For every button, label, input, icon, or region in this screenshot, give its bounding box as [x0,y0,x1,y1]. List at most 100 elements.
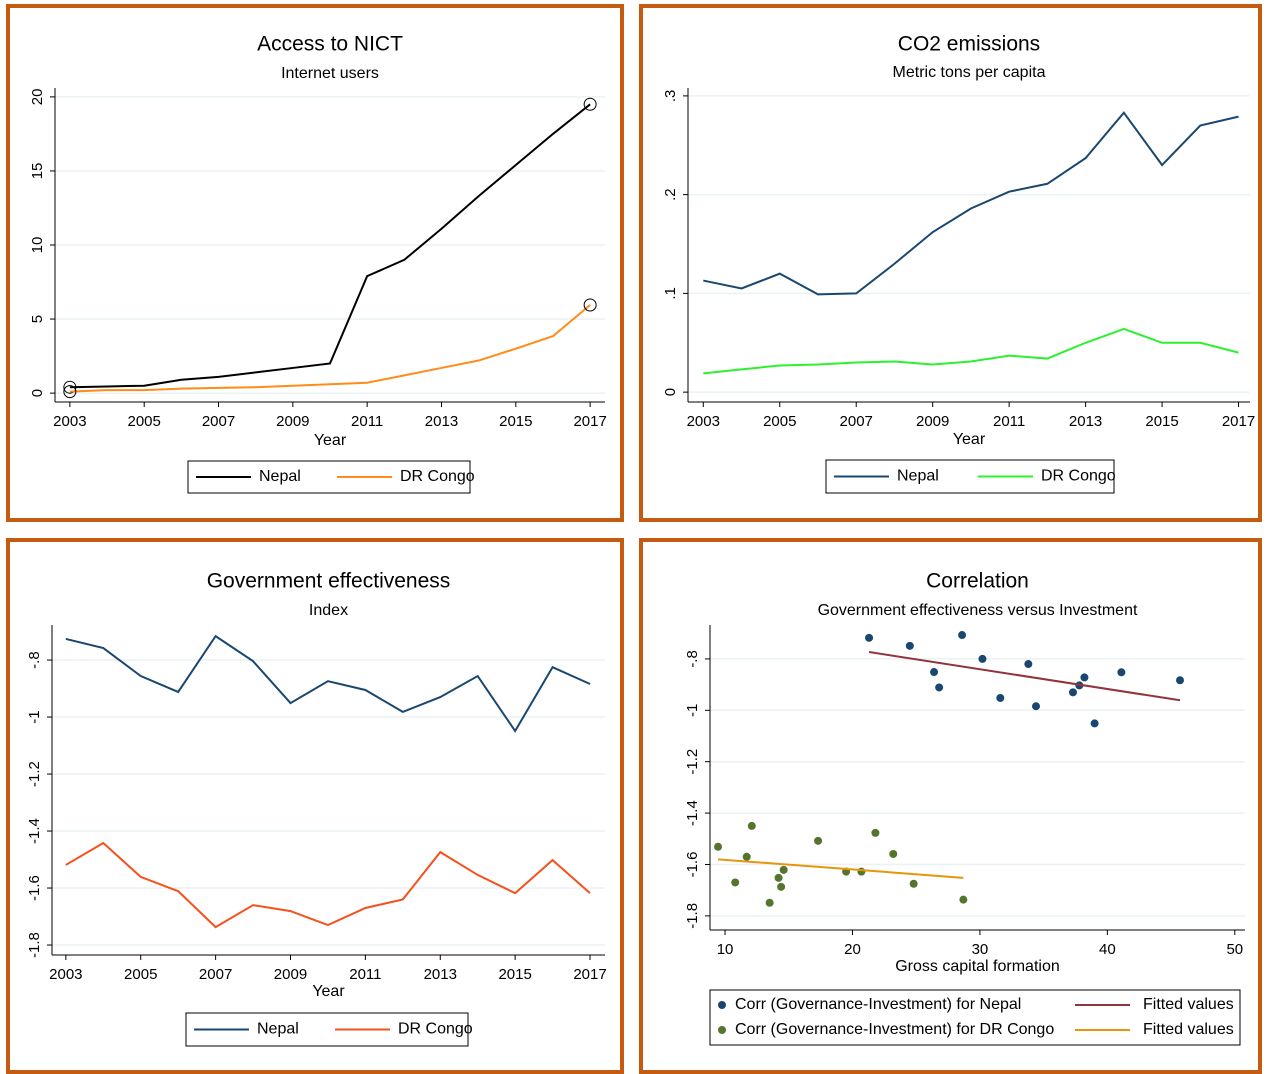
x-tick-label: 2007 [840,413,873,430]
scatter-point [905,641,914,650]
x-tick-label: 2003 [687,413,720,430]
y-tick-label: -1.2 [26,761,43,787]
scatter-point [958,631,967,640]
panel-border [6,538,624,1074]
chart-subtitle: Internet users [281,65,379,82]
series-line [868,650,1181,702]
y-tick-label: .1 [662,287,679,300]
scatter-point [1080,673,1089,682]
legend-label: Corr (Governance-Investment) for Nepal [735,996,1021,1013]
x-tick-label: 2017 [1222,413,1255,430]
scatter-point [930,668,939,677]
scatter-point [871,828,880,837]
panel-border [6,4,624,522]
x-tick-label: 2003 [53,413,86,430]
scatter-point [814,836,823,845]
scatter-point [935,683,944,692]
y-tick-label: 20 [29,89,46,106]
endpoint-marker [583,97,597,111]
y-tick-label: -1.8 [26,932,43,958]
legend-label: Fitted values [1143,1021,1234,1038]
x-tick-label: 2013 [1069,413,1102,430]
scatter-point [747,821,756,830]
x-tick-label: 2009 [274,966,307,983]
series-line [69,304,591,393]
y-tick-label: .3 [662,90,679,103]
legend-key [718,1026,726,1034]
scatter-point [1031,702,1040,711]
endpoint-marker [63,385,77,399]
chart-title: Access to NICT [257,33,403,56]
y-tick-label: 0 [662,388,679,396]
series-line [69,103,591,389]
scatter-point [959,895,968,904]
legend-label: Nepal [897,468,939,485]
series-line [65,841,591,929]
x-tick-label: 2011 [349,966,381,983]
y-tick-label: -1 [684,704,701,717]
x-tick-label: 2015 [498,966,531,983]
endpoint-marker [63,380,77,394]
x-tick-label: 40 [1099,941,1116,958]
series-line [703,327,1239,375]
scatter-point [731,878,740,887]
x-tick-label: 2005 [763,413,796,430]
x-tick-label: 2009 [916,413,949,430]
x-tick-label: 2011 [351,413,383,430]
panel-border [639,4,1262,522]
legend-box [709,989,1241,1046]
endpoint-marker [583,298,597,312]
legend-label: Fitted values [1143,996,1234,1013]
y-tick-label: -1.6 [684,852,701,878]
chart-subtitle: Metric tons per capita [893,64,1046,81]
chart-subtitle: Government effectiveness versus Investme… [818,602,1138,619]
scatter-point [765,898,774,907]
scatter-point [1024,660,1033,669]
x-tick-label: 2009 [276,413,309,430]
series-line [65,634,591,733]
x-tick-label: 2007 [199,966,232,983]
x-tick-label: 2013 [425,413,458,430]
scatter-point [1068,688,1077,697]
x-tick-label: 2017 [573,413,606,430]
x-tick-label: 2003 [49,966,82,983]
legend-label: Nepal [257,1021,299,1038]
y-tick-label: -1.4 [684,800,701,826]
y-tick-label: -.8 [26,651,43,669]
scatter-point [909,879,918,888]
x-tick-label: 50 [1226,941,1243,958]
legend-label: Nepal [259,468,301,485]
scatter-point [889,849,898,858]
x-tick-label: 2013 [424,966,457,983]
series-line [717,858,964,879]
y-tick-label: 15 [29,163,46,180]
x-tick-label: 2011 [993,413,1025,430]
scatter-point [1176,676,1185,685]
legend-label: Corr (Governance-Investment) for DR Cong… [735,1021,1054,1038]
series-line [703,111,1239,296]
x-axis-label: Gross capital formation [895,958,1060,975]
x-axis-label: Year [312,983,345,1000]
scatter-point [742,852,751,861]
scatter-point [865,633,874,642]
y-tick-label: -1.4 [26,818,43,844]
y-tick-label: -1.6 [26,875,43,901]
scatter-point [1090,719,1099,728]
chart-subtitle: Index [309,602,348,619]
x-tick-label: 2015 [1145,413,1178,430]
scatter-point [978,654,987,663]
x-axis-label: Year [953,431,986,448]
scatter-point [1117,668,1126,677]
y-tick-label: -1 [26,710,43,723]
y-tick-label: -1.8 [684,903,701,929]
scatter-point [857,867,866,876]
legend-label: DR Congo [1041,468,1116,485]
chart-title: CO2 emissions [898,33,1040,56]
x-tick-label: 20 [844,941,861,958]
x-axis-label: Year [314,432,347,449]
x-tick-label: 2005 [128,413,161,430]
scatter-point [996,693,1005,702]
x-tick-label: 30 [972,941,989,958]
scatter-point [779,865,788,874]
x-tick-label: 10 [717,941,734,958]
